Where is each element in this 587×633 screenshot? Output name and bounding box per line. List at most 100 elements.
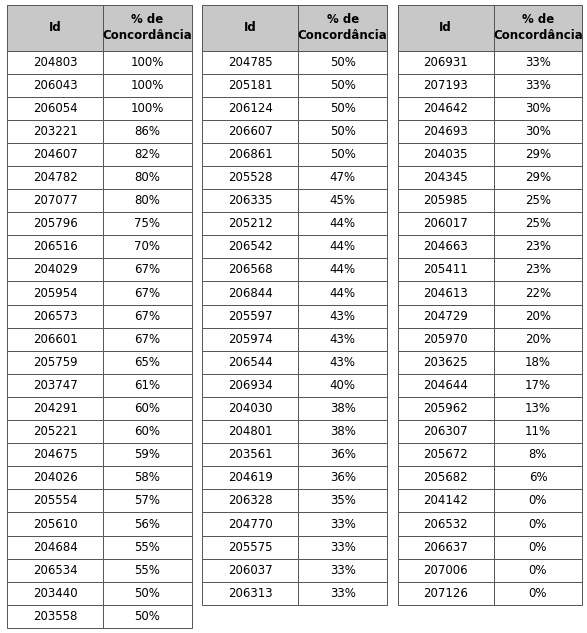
Bar [397, 51, 494, 73]
Bar [397, 120, 494, 143]
Bar [494, 282, 582, 304]
Text: 206335: 206335 [228, 194, 272, 207]
Bar [7, 143, 103, 166]
Text: 86%: 86% [134, 125, 160, 138]
Text: 36%: 36% [330, 448, 356, 461]
Bar [494, 235, 582, 258]
Text: 67%: 67% [134, 333, 160, 346]
Text: 204801: 204801 [228, 425, 272, 438]
Bar [203, 235, 298, 258]
Text: 75%: 75% [134, 217, 160, 230]
Bar [103, 258, 192, 282]
Bar [494, 443, 582, 467]
Text: 206516: 206516 [33, 241, 77, 253]
Bar [7, 582, 103, 605]
Text: 206542: 206542 [228, 241, 273, 253]
Bar [103, 559, 192, 582]
Bar [494, 559, 582, 582]
Text: 206043: 206043 [33, 78, 77, 92]
Text: 35%: 35% [330, 494, 356, 508]
Text: 25%: 25% [525, 217, 551, 230]
Text: 100%: 100% [131, 56, 164, 68]
Text: 65%: 65% [134, 356, 160, 369]
Bar [298, 258, 387, 282]
Bar [494, 51, 582, 73]
Text: 206017: 206017 [423, 217, 468, 230]
Text: 206931: 206931 [423, 56, 468, 68]
Bar [397, 536, 494, 559]
Bar [203, 536, 298, 559]
Bar [7, 443, 103, 467]
Bar [494, 467, 582, 489]
Text: 50%: 50% [330, 78, 356, 92]
Bar [203, 5, 298, 51]
Bar [203, 166, 298, 189]
Text: 206861: 206861 [228, 148, 273, 161]
Text: 204029: 204029 [33, 263, 77, 277]
Text: 205575: 205575 [228, 541, 272, 554]
Text: 204035: 204035 [423, 148, 468, 161]
Bar [203, 559, 298, 582]
Text: 206637: 206637 [423, 541, 468, 554]
Bar [7, 212, 103, 235]
Bar [397, 235, 494, 258]
Text: 204693: 204693 [423, 125, 468, 138]
Text: 58%: 58% [134, 472, 160, 484]
Text: 50%: 50% [330, 148, 356, 161]
Bar [494, 212, 582, 235]
Text: 204291: 204291 [33, 402, 77, 415]
Text: 206607: 206607 [228, 125, 273, 138]
Text: 204684: 204684 [33, 541, 77, 554]
Bar [103, 536, 192, 559]
Bar [203, 282, 298, 304]
Bar [494, 489, 582, 513]
Bar [103, 212, 192, 235]
Bar [494, 351, 582, 374]
Bar [203, 328, 298, 351]
Bar [298, 282, 387, 304]
Text: 204782: 204782 [33, 171, 77, 184]
Text: 207193: 207193 [423, 78, 468, 92]
Bar [103, 489, 192, 513]
Text: 44%: 44% [330, 241, 356, 253]
Text: 33%: 33% [525, 56, 551, 68]
Bar [494, 374, 582, 397]
Text: 80%: 80% [134, 194, 160, 207]
Bar [203, 467, 298, 489]
Bar [7, 513, 103, 536]
Bar [494, 73, 582, 97]
Bar [7, 559, 103, 582]
Bar [203, 489, 298, 513]
Text: 100%: 100% [131, 102, 164, 115]
Text: 204770: 204770 [228, 518, 273, 530]
Text: 207126: 207126 [423, 587, 468, 600]
Text: 67%: 67% [134, 263, 160, 277]
Bar [7, 536, 103, 559]
Text: 204345: 204345 [423, 171, 468, 184]
Text: 205411: 205411 [423, 263, 468, 277]
Bar [203, 513, 298, 536]
Bar [298, 513, 387, 536]
Bar [298, 467, 387, 489]
Text: Id: Id [49, 22, 62, 34]
Text: 43%: 43% [330, 333, 356, 346]
Text: 204142: 204142 [423, 494, 468, 508]
Bar [103, 374, 192, 397]
Bar [397, 97, 494, 120]
Bar [103, 97, 192, 120]
Bar [397, 559, 494, 582]
Bar [298, 443, 387, 467]
Text: 203221: 203221 [33, 125, 77, 138]
Bar [7, 282, 103, 304]
Text: 50%: 50% [330, 102, 356, 115]
Bar [203, 51, 298, 73]
Text: 204785: 204785 [228, 56, 272, 68]
Bar [203, 212, 298, 235]
Bar [7, 489, 103, 513]
Text: 205796: 205796 [33, 217, 77, 230]
Bar [7, 73, 103, 97]
Text: 20%: 20% [525, 333, 551, 346]
Text: 205181: 205181 [228, 78, 272, 92]
Text: 44%: 44% [330, 287, 356, 299]
Text: 43%: 43% [330, 356, 356, 369]
